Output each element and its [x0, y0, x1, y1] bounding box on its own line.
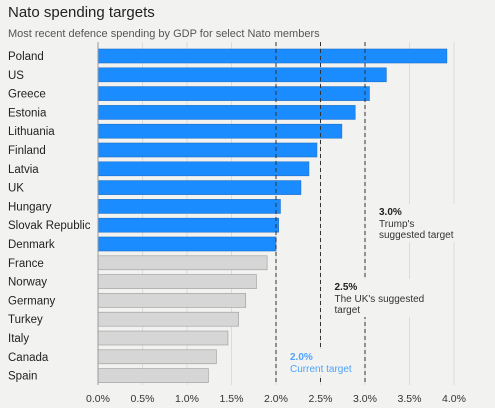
annotation-background: [376, 204, 476, 242]
x-tick-label: 2.5%: [309, 393, 333, 405]
x-tick-label: 1.0%: [175, 393, 199, 405]
annotation-value: 2.0%: [290, 352, 313, 363]
annotation-text: The UK's suggested: [335, 294, 425, 305]
bar: [97, 161, 310, 177]
bar: [97, 311, 239, 327]
annotation-text: suggested target: [379, 230, 454, 241]
bar: [97, 274, 257, 289]
category-label: Norway: [8, 277, 47, 289]
category-label: Poland: [8, 51, 44, 63]
category-label: US: [8, 70, 24, 82]
category-label: France: [8, 258, 44, 270]
bar: [97, 330, 229, 346]
category-label: Estonia: [8, 107, 47, 119]
bar: [97, 236, 277, 252]
annotation-value: 3.0%: [379, 207, 402, 218]
chart-subtitle: Most recent defence spending by GDP for …: [8, 28, 320, 40]
x-tick-label: 2.0%: [264, 393, 288, 405]
category-label: Canada: [8, 352, 49, 364]
category-label: Latvia: [8, 164, 39, 176]
bar: [97, 123, 343, 139]
annotation-value: 2.5%: [335, 282, 358, 293]
category-label: Spain: [8, 371, 37, 383]
annotation-background: [287, 349, 359, 375]
bar: [97, 142, 318, 158]
bar: [97, 293, 247, 308]
category-label: Germany: [8, 295, 56, 307]
bar: [97, 67, 387, 83]
x-tick-label: 0.5%: [131, 393, 155, 405]
category-label: Hungary: [8, 201, 52, 213]
x-tick-label: 3.0%: [353, 393, 377, 405]
bar: [97, 86, 370, 101]
category-label: Greece: [8, 89, 46, 101]
annotation-text: Current target: [290, 364, 352, 375]
x-tick-label: 1.5%: [220, 393, 244, 405]
category-label: Denmark: [8, 239, 55, 251]
bar: [97, 180, 302, 195]
category-label: Turkey: [8, 314, 43, 326]
annotation-text: Trump's: [379, 219, 414, 230]
bar: [97, 255, 268, 271]
category-label: Slovak Republic: [8, 220, 91, 232]
bar: [97, 368, 209, 383]
bar: [97, 199, 281, 214]
x-tick-label: 0.0%: [86, 393, 110, 405]
category-label: UK: [8, 183, 24, 195]
annotation-text: target: [335, 305, 361, 316]
category-label: Italy: [8, 333, 29, 345]
x-tick-label: 4.0%: [442, 393, 466, 405]
category-label: Finland: [8, 145, 46, 157]
annotation-background: [331, 279, 432, 317]
bar: [97, 217, 279, 233]
bar: [97, 105, 356, 120]
chart-title: Nato spending targets: [8, 4, 155, 21]
bar: [97, 349, 217, 365]
category-label: Lithuania: [8, 126, 55, 138]
bar: [97, 48, 448, 64]
x-tick-label: 3.5%: [398, 393, 422, 405]
